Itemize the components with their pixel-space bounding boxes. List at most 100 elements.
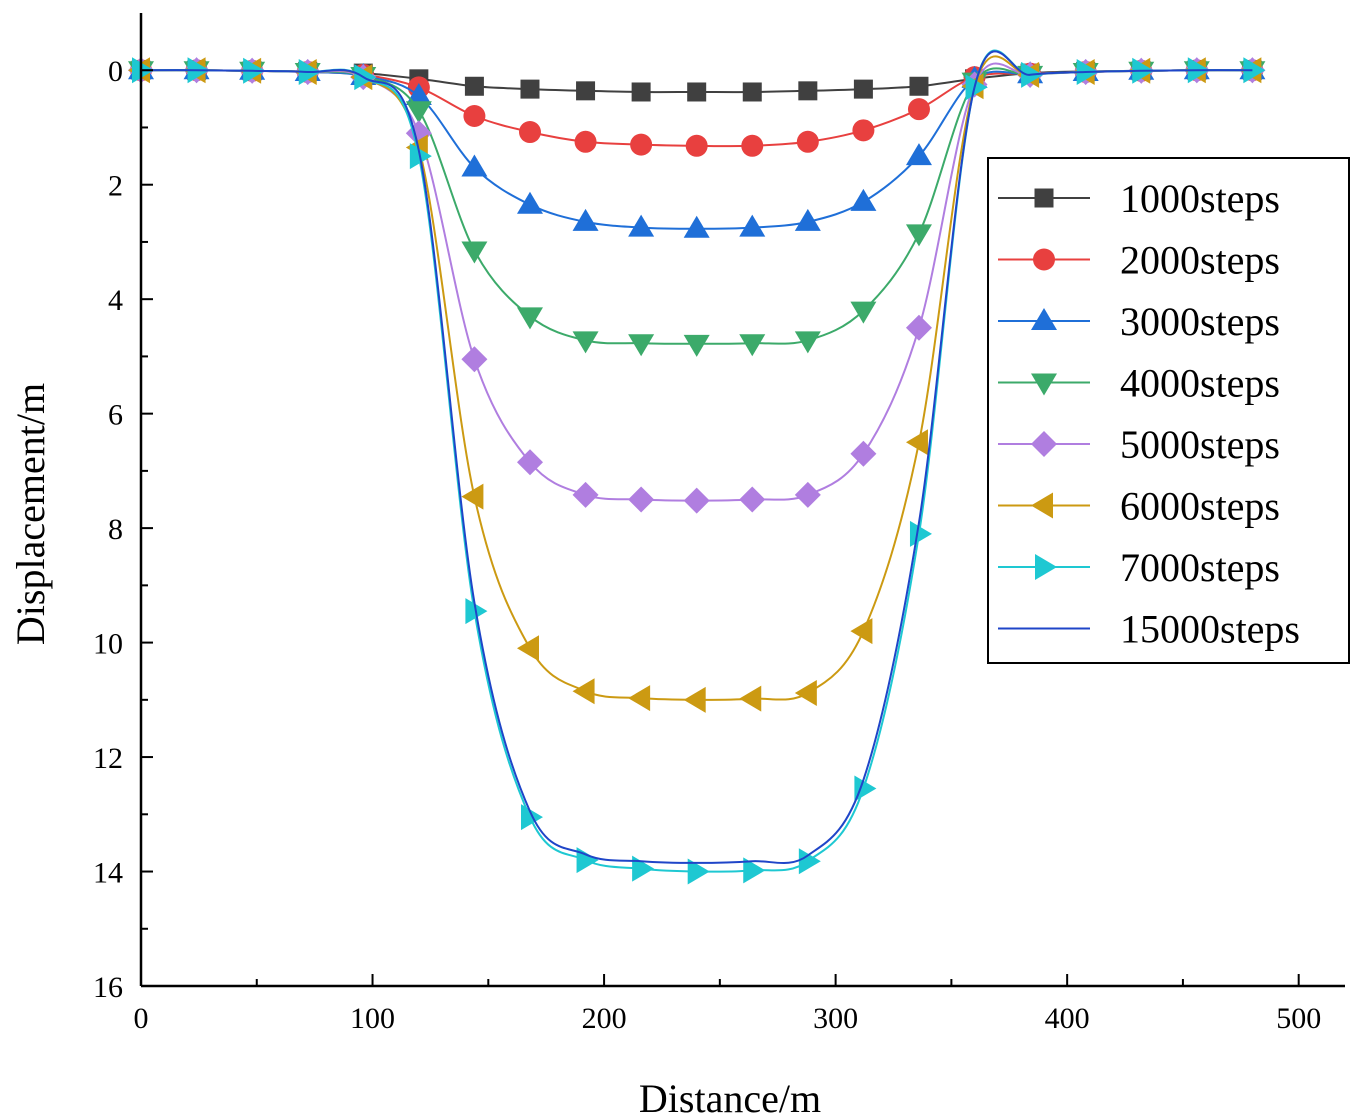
data-point (687, 858, 710, 885)
y-axis-title: Displacement/m (8, 383, 53, 645)
data-point (1243, 57, 1266, 84)
legend-label: 2000steps (1120, 238, 1280, 283)
data-point (683, 487, 710, 514)
data-point (739, 334, 766, 357)
data-point (405, 82, 432, 105)
legend-marker (1031, 308, 1057, 330)
data-point (905, 429, 928, 456)
data-point (461, 154, 488, 177)
data-point (685, 134, 708, 157)
series-line (140, 50, 1253, 864)
data-point (687, 82, 707, 102)
data-point (798, 848, 821, 875)
data-point (518, 121, 541, 144)
data-point (461, 241, 488, 264)
data-point (739, 214, 766, 237)
data-point (905, 224, 932, 247)
legend-item: 2000steps (998, 238, 1280, 283)
legend-label: 4000steps (1120, 361, 1280, 406)
data-point (743, 857, 766, 884)
data-point (794, 481, 821, 508)
data-point (742, 82, 762, 102)
data-point (683, 215, 710, 238)
x-tick-label: 300 (813, 1002, 858, 1035)
legend-item: 6000steps (998, 484, 1280, 529)
data-point (516, 449, 543, 476)
data-point (905, 314, 932, 341)
legend-item: 15000steps (998, 607, 1300, 652)
data-point (576, 81, 596, 101)
y-tick-label: 14 (93, 857, 123, 890)
x-tick-label: 400 (1045, 1002, 1090, 1035)
data-point (630, 133, 653, 156)
data-point (461, 346, 488, 373)
data-point (905, 143, 932, 166)
data-point (572, 678, 595, 705)
data-point (850, 440, 877, 467)
data-point (854, 775, 877, 802)
y-tick-label: 0 (108, 55, 123, 88)
data-point (794, 208, 821, 231)
y-tick-label: 16 (93, 971, 123, 1004)
data-point (683, 334, 710, 357)
data-point (461, 483, 484, 510)
data-point (516, 307, 543, 330)
data-point (850, 188, 877, 211)
y-tick-label: 12 (93, 742, 123, 775)
ticks-layer: 0 100 200 300 400 500 0 2 4 6 8 10 12 14 16 (93, 55, 1321, 1035)
data-point (516, 191, 543, 214)
data-point (853, 79, 873, 99)
legend-item: 1000steps (998, 176, 1280, 221)
y-tick-label: 2 (108, 170, 123, 203)
legend-marker (1035, 554, 1057, 580)
x-tick-label: 200 (582, 1002, 627, 1035)
data-point (572, 481, 599, 508)
y-tick-label: 4 (108, 284, 123, 317)
x-tick-label: 0 (134, 1002, 149, 1035)
data-point (739, 486, 766, 513)
legend-marker (1034, 188, 1054, 208)
axes-layer (139, 13, 1345, 988)
legend-marker (1033, 248, 1055, 271)
legend-item: 4000steps (998, 361, 1280, 406)
data-point (516, 635, 539, 662)
data-point (572, 208, 599, 231)
data-point (463, 105, 486, 128)
legend-label: 3000steps (1120, 299, 1280, 344)
data-point (852, 119, 875, 142)
data-point (572, 331, 599, 354)
x-tick-label: 100 (350, 1002, 395, 1035)
legend-item: 3000steps (998, 299, 1280, 344)
data-point (739, 685, 762, 712)
data-point (464, 76, 484, 96)
data-point (798, 81, 818, 101)
legend-label: 15000steps (1120, 607, 1300, 652)
legend-label: 5000steps (1120, 422, 1280, 467)
series-layer (128, 49, 1266, 885)
data-point (850, 301, 877, 324)
legend-box (987, 157, 1350, 664)
data-point (628, 334, 655, 357)
legend-label: 7000steps (1120, 545, 1280, 590)
data-point (628, 685, 651, 712)
data-point (796, 130, 819, 153)
legend-marker (1031, 492, 1053, 519)
legend-marker (1031, 431, 1057, 457)
data-point (628, 214, 655, 237)
x-axis-title: Distance/m (639, 1076, 821, 1119)
data-point (794, 679, 817, 706)
data-point (574, 130, 597, 153)
data-point (850, 618, 873, 645)
legend-marker (1031, 373, 1057, 396)
x-tick-label: 500 (1276, 1002, 1321, 1035)
legend: 1000steps 2000steps 3000steps 4000steps 5000… (987, 157, 1350, 664)
legend-item: 7000steps (998, 545, 1280, 590)
data-point (354, 64, 377, 91)
data-point (683, 686, 706, 713)
data-point (520, 79, 540, 99)
data-point (632, 855, 655, 882)
data-point (405, 101, 432, 124)
legend-label: 1000steps (1120, 176, 1280, 221)
legend-item: 5000steps (998, 422, 1280, 467)
